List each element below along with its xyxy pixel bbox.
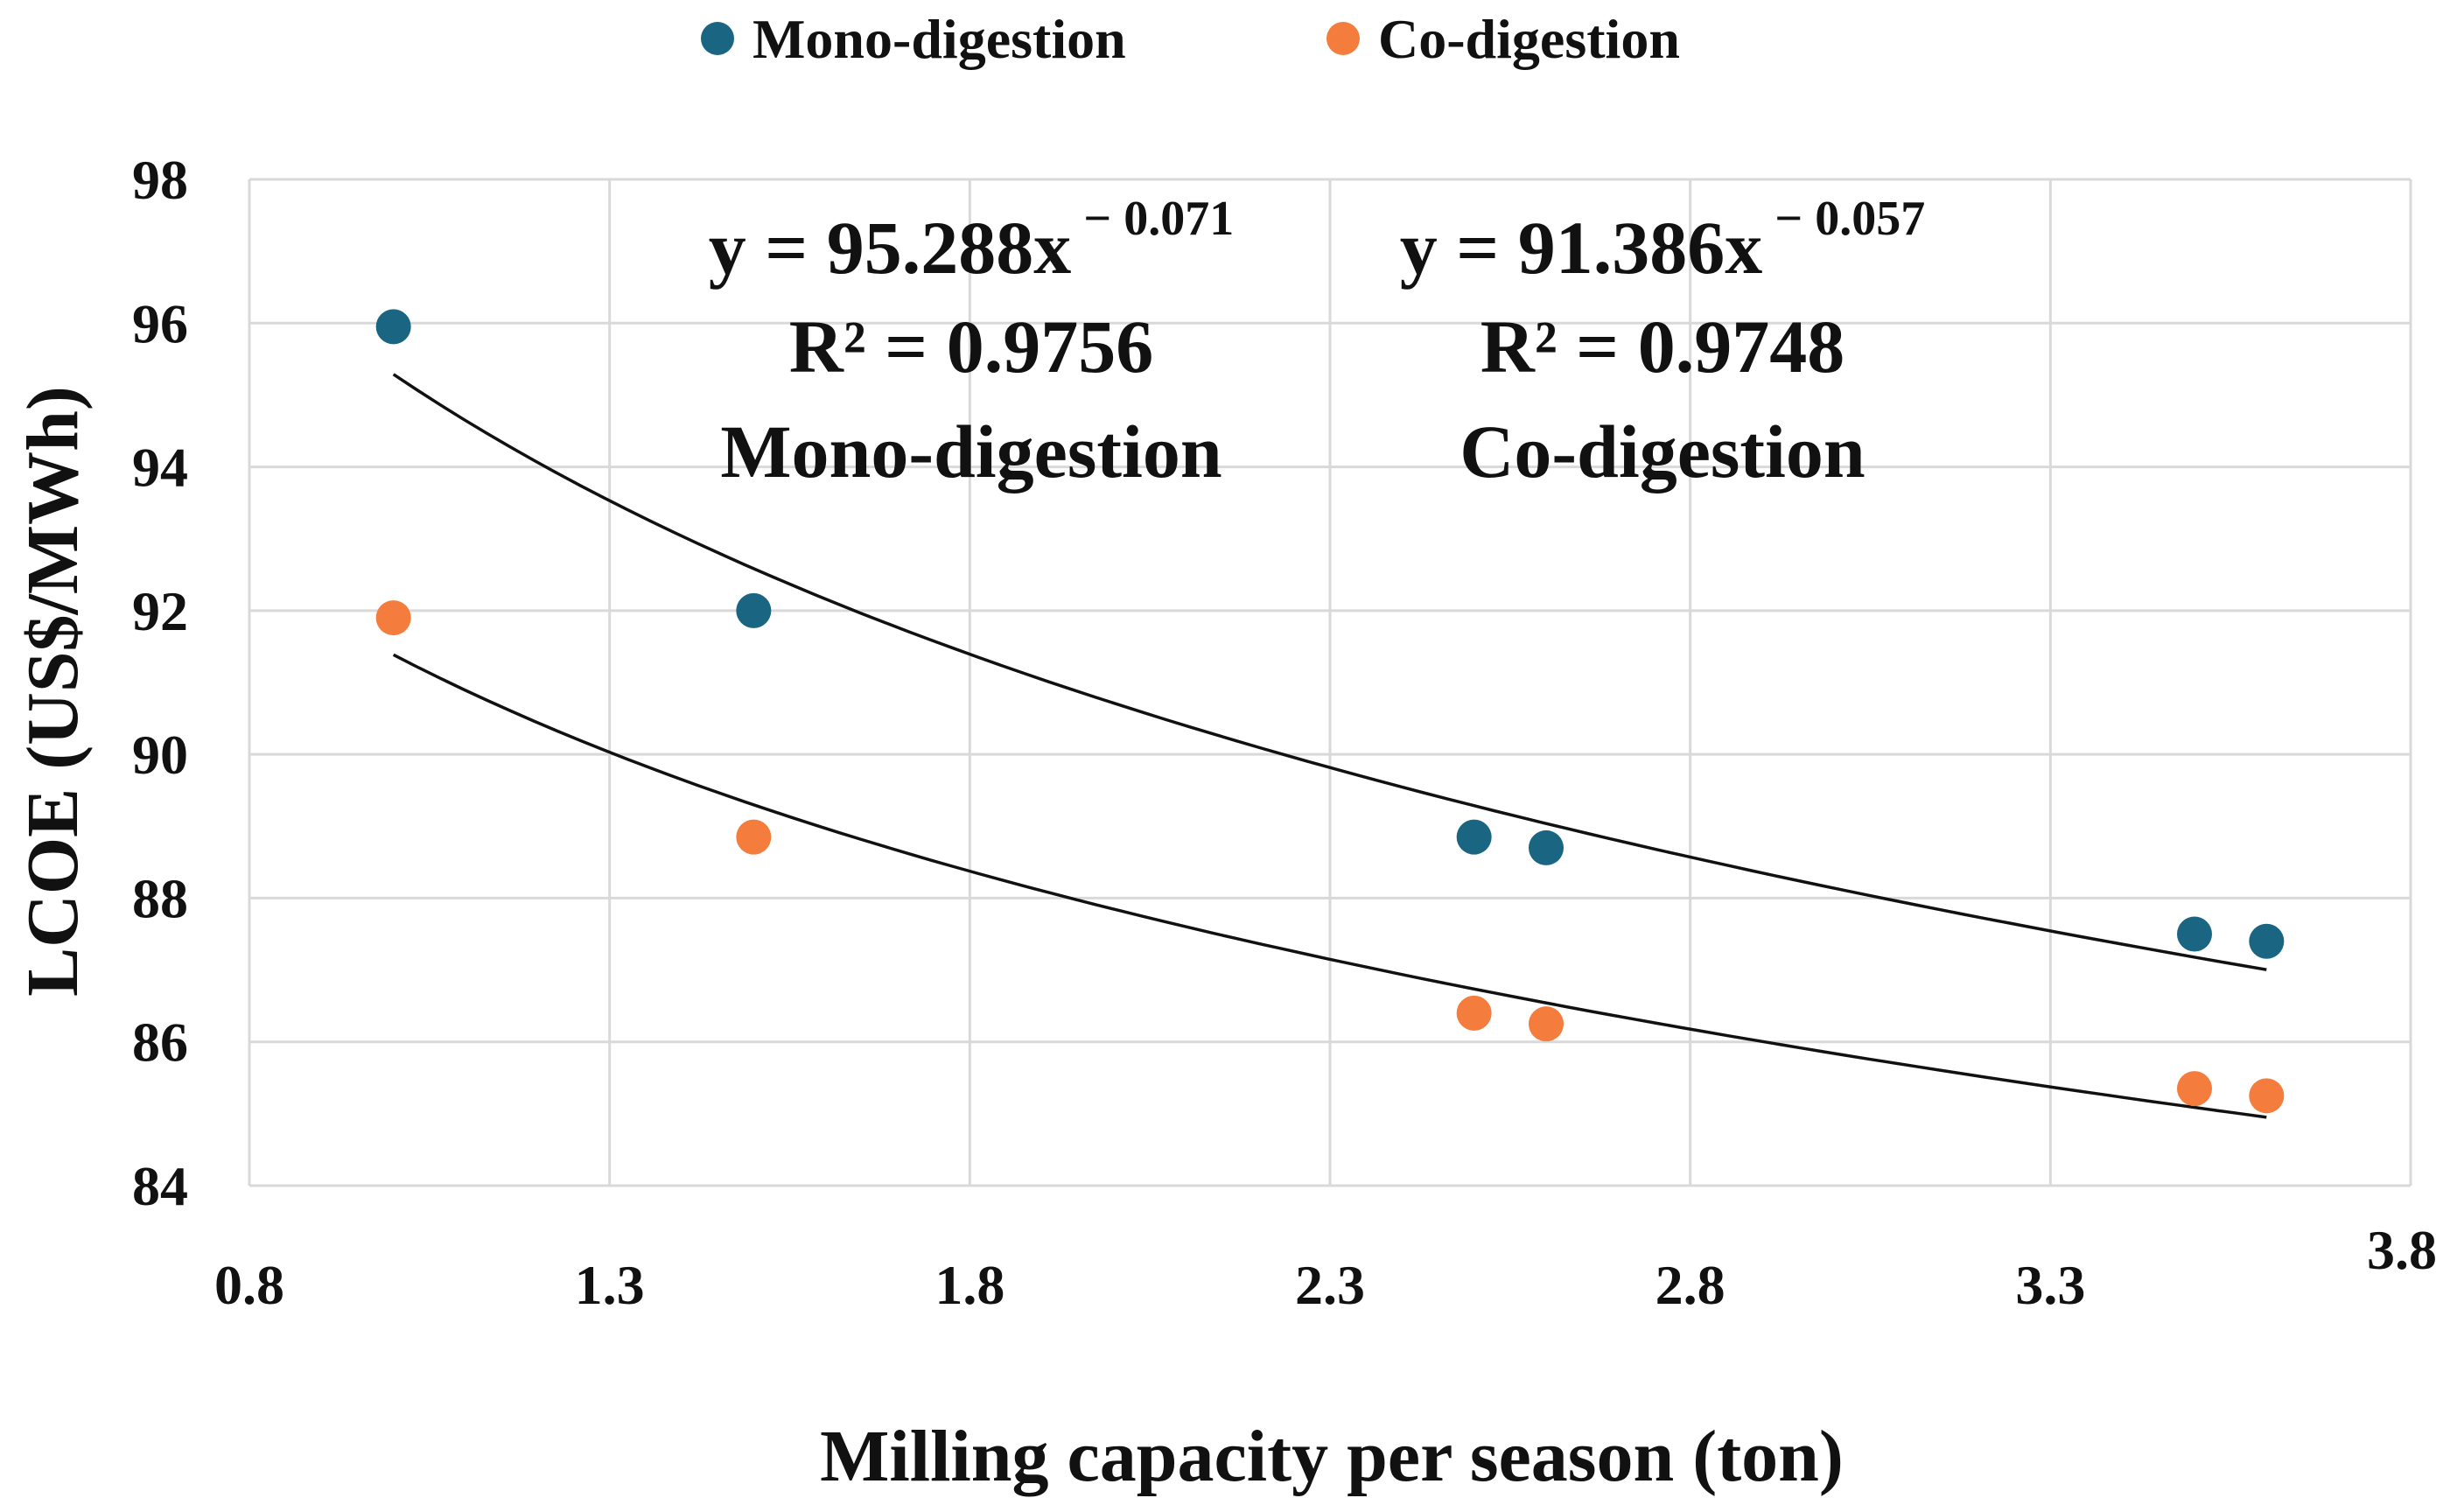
data-point-mono-digestion xyxy=(2249,923,2285,959)
data-point-mono-digestion xyxy=(736,592,772,628)
x-tick-label: 2.8 xyxy=(1656,1254,1726,1316)
equation-exponent: − 0.071 xyxy=(1071,192,1234,246)
x-tick-label: 1.3 xyxy=(575,1254,645,1316)
data-point-co-digestion xyxy=(375,600,411,636)
data-point-mono-digestion xyxy=(1529,830,1564,865)
legend-label-co-digestion: Co-digestion xyxy=(1378,8,1680,70)
tick-layer: 84 86 88 90 92 94 96 98 0.8 1.3 1.8 2.3 2.8 3.3 3.8 xyxy=(132,149,2437,1316)
x-tick-label: 3.8 xyxy=(2367,1219,2437,1281)
x-tick-label: 2.3 xyxy=(1295,1254,1365,1316)
y-tick-label: 98 xyxy=(132,149,188,211)
equation-main: y = 91.386x xyxy=(1400,206,1763,290)
y-tick-label: 86 xyxy=(132,1012,188,1074)
r-squared-co-digestion: R² = 0.9748 xyxy=(1480,304,1844,388)
equation-main: y = 95.288x xyxy=(709,206,1072,290)
equation-mono-digestion: y = 95.288x − 0.071 xyxy=(709,192,1234,290)
data-point-co-digestion xyxy=(2249,1078,2285,1114)
x-axis-label: Milling capacity per season (ton) xyxy=(820,1416,1844,1497)
y-tick-label: 90 xyxy=(132,724,188,786)
equation-exponent: − 0.057 xyxy=(1762,192,1925,246)
legend-label-mono-digestion: Mono-digestion xyxy=(752,8,1126,70)
data-point-co-digestion xyxy=(736,819,772,855)
equation-co-digestion: y = 91.386x − 0.057 xyxy=(1400,192,1925,290)
data-point-mono-digestion xyxy=(1456,819,1492,855)
data-point-co-digestion xyxy=(1456,995,1492,1031)
data-point-co-digestion xyxy=(1529,1006,1564,1042)
y-axis-label: LCOE (US$/MWh) xyxy=(12,386,94,997)
data-point-mono-digestion xyxy=(375,309,411,345)
annotation-label-mono-digestion: Mono-digestion xyxy=(720,410,1222,494)
x-tick-label: 0.8 xyxy=(214,1254,284,1316)
legend-marker-mono-digestion xyxy=(701,22,734,55)
r-squared-mono-digestion: R² = 0.9756 xyxy=(789,304,1153,388)
y-tick-label: 84 xyxy=(132,1155,188,1217)
data-point-co-digestion xyxy=(2177,1071,2212,1107)
y-tick-label: 88 xyxy=(132,867,188,929)
x-tick-label: 1.8 xyxy=(934,1254,1004,1316)
point-layer xyxy=(375,309,2285,1114)
trendline-layer xyxy=(392,373,2267,1119)
x-tick-label: 3.3 xyxy=(2015,1254,2085,1316)
trendline-mono-digestion xyxy=(392,373,2267,971)
y-tick-label: 92 xyxy=(132,580,188,642)
annotations: y = 95.288x − 0.071 R² = 0.9756 Mono-diges… xyxy=(709,192,1925,494)
legend: Mono-digestion Co-digestion xyxy=(701,8,1680,70)
trendline-co-digestion xyxy=(392,653,2267,1119)
grid-layer xyxy=(248,178,2412,1187)
y-tick-label: 94 xyxy=(132,437,188,499)
data-point-mono-digestion xyxy=(2177,916,2212,952)
legend-marker-co-digestion xyxy=(1326,22,1360,55)
annotation-label-co-digestion: Co-digestion xyxy=(1460,410,1865,494)
y-tick-label: 96 xyxy=(132,292,188,354)
